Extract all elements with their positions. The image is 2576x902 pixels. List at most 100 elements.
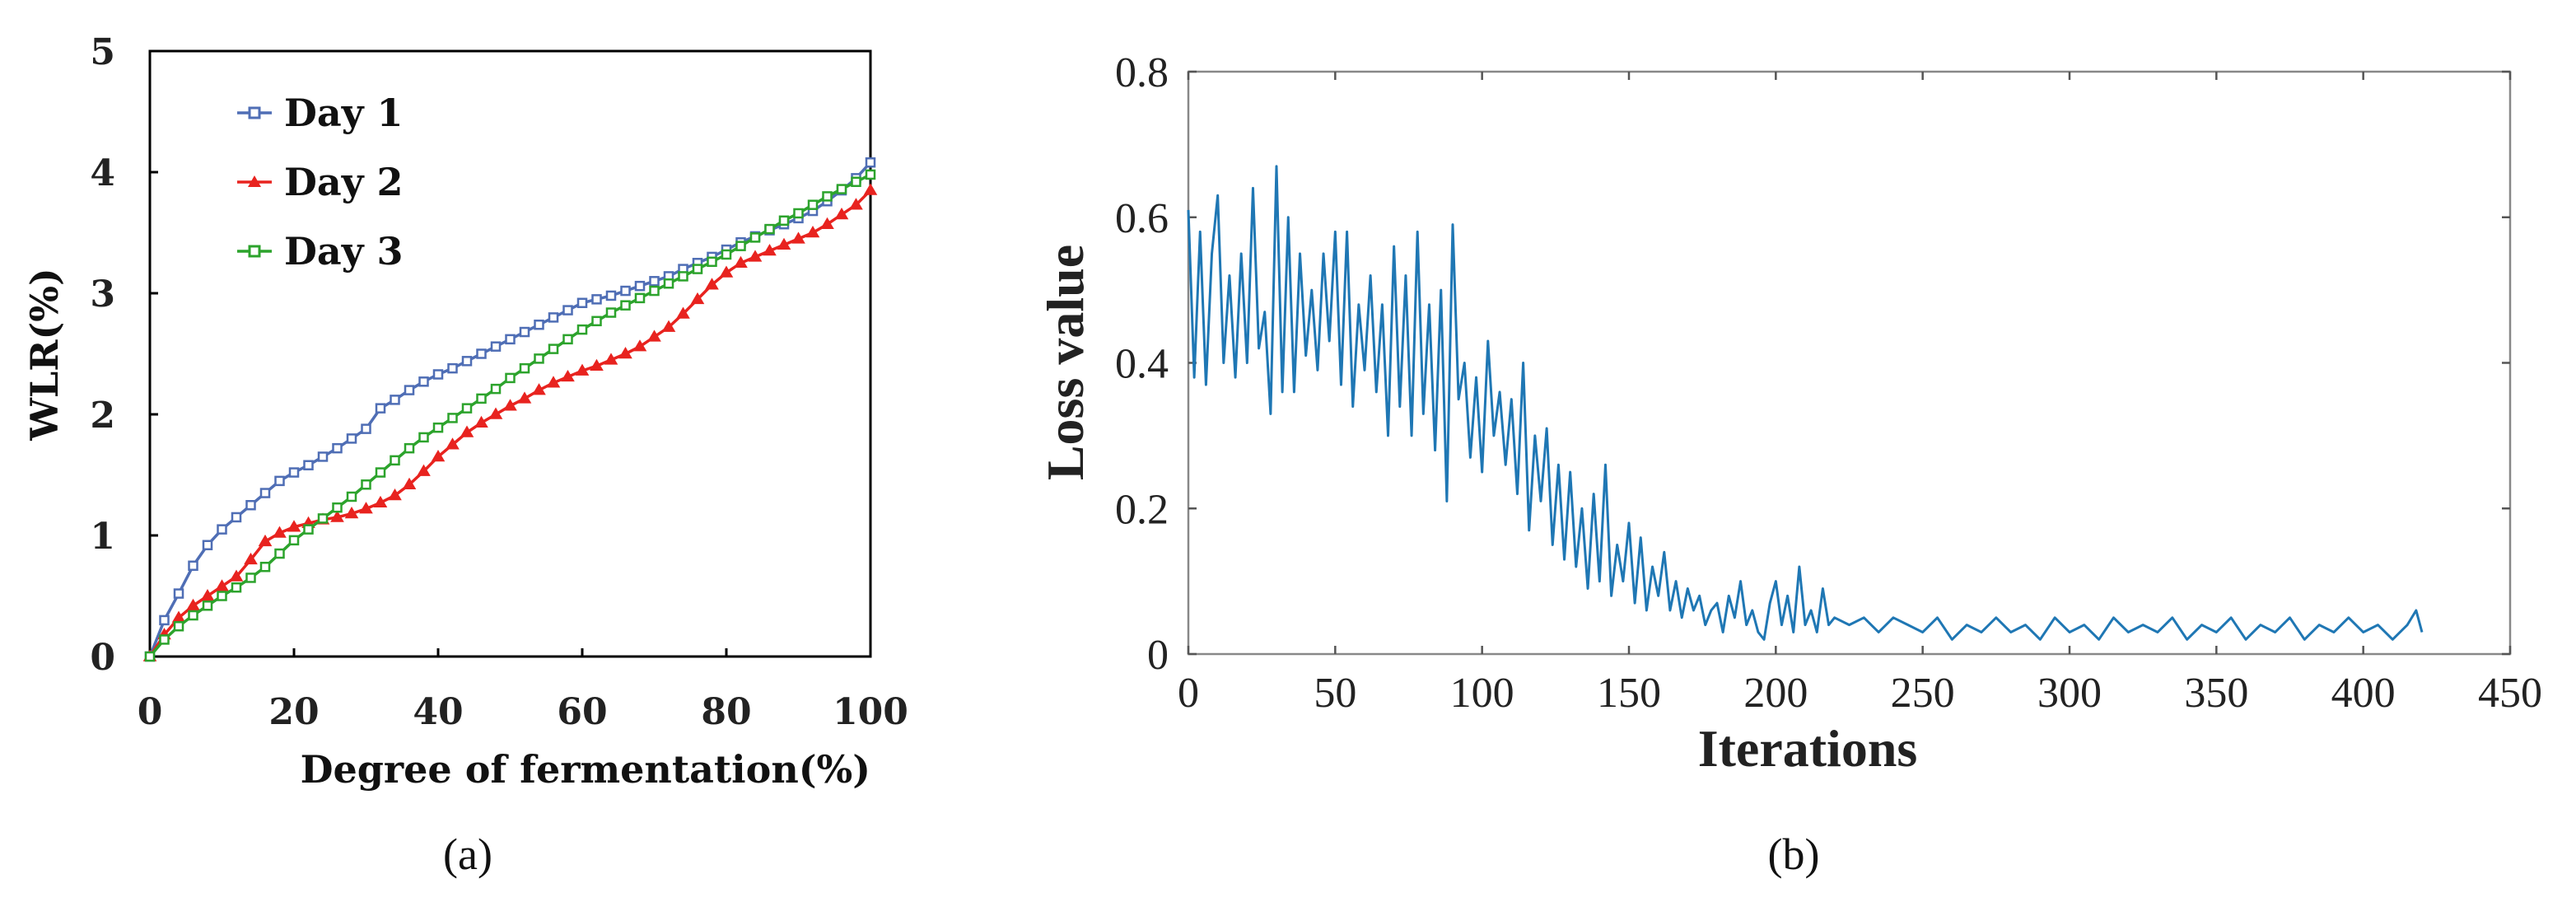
panel-a-data-point xyxy=(404,442,415,454)
panel-a-data-point xyxy=(446,437,460,450)
panel-a-data-point xyxy=(390,455,400,466)
panel-a-data-point xyxy=(330,510,344,522)
panel-a-data-point xyxy=(144,651,156,662)
panel-a-data-point xyxy=(418,432,429,443)
panel-a-data-point xyxy=(707,256,717,268)
panel-a-data-point xyxy=(793,208,804,219)
panel-a-data-point xyxy=(561,369,575,382)
panel-a-data-point xyxy=(274,475,285,487)
panel-a-data-point xyxy=(231,512,242,523)
panel-a-data-point xyxy=(778,215,790,227)
panel-a-data-point xyxy=(258,534,273,547)
panel-a-data-point xyxy=(791,231,805,244)
panel-a-plot-frame xyxy=(148,49,872,658)
panel-a-data-point xyxy=(202,601,213,611)
panel-a-data-point xyxy=(576,297,588,309)
panel-a-data-point xyxy=(632,339,647,352)
panel-a-data-point xyxy=(159,634,170,645)
panel-a-data-point xyxy=(517,391,532,404)
panel-a-data-point xyxy=(447,362,458,374)
panel-a-ytick-label: 0 xyxy=(90,637,115,679)
panel-a-data-point xyxy=(259,488,271,498)
panel-a-data-point xyxy=(661,320,676,332)
panel-a-data-point xyxy=(748,250,763,262)
panel-a-data-point xyxy=(461,356,473,367)
panel-a-data-point xyxy=(373,495,388,508)
legend-label: Day 1 xyxy=(284,91,403,135)
panel-a-data-point xyxy=(620,300,631,311)
panel-a-data-point xyxy=(217,591,227,601)
panel-b-xtick-label: 350 xyxy=(2184,670,2248,717)
panel-a-data-point xyxy=(273,526,287,538)
panel-a-data-point xyxy=(590,358,604,371)
panel-a-data-point xyxy=(649,276,660,287)
panel-b-ytick-label: 0 xyxy=(1147,632,1169,679)
panel-a-chart: 0 20 40 60 80 100 0 1 2 3 4 5 Degree of fermentatio… xyxy=(22,31,908,879)
panel-a-data-point xyxy=(461,403,473,414)
panel-a-data-point xyxy=(402,477,417,490)
panel-a-data-point xyxy=(618,347,632,359)
panel-a-xtick-label: 0 xyxy=(138,691,163,733)
panel-a-data-point xyxy=(807,199,819,210)
panel-a-ytick-label: 5 xyxy=(90,31,115,73)
panel-a-data-point xyxy=(476,393,487,404)
panel-a-data-point xyxy=(447,413,458,423)
panel-a-data-point xyxy=(375,403,386,414)
legend-label: Day 2 xyxy=(284,160,403,204)
panel-b-xtick-label: 300 xyxy=(2037,670,2102,717)
panel-b-xtick-label: 50 xyxy=(1314,670,1356,717)
panel-a-data-point xyxy=(287,520,301,532)
panel-a-data-point xyxy=(548,312,559,323)
panel-a-data-point xyxy=(634,292,646,304)
panel-a-data-point xyxy=(361,479,371,490)
panel-a-data-point xyxy=(519,362,530,374)
panel-a-ytick-label: 1 xyxy=(90,516,115,558)
panel-a-data-point xyxy=(505,372,516,384)
panel-a-data-point xyxy=(186,598,200,611)
panel-a-data-point xyxy=(188,560,198,571)
panel-a-data-point xyxy=(749,232,761,243)
panel-a-data-point xyxy=(404,385,415,395)
panel-a-ytick-label: 3 xyxy=(90,273,115,315)
panel-a-data-point xyxy=(418,376,429,387)
panel-a-data-point xyxy=(647,329,661,342)
panel-a-label: (a) xyxy=(443,830,492,879)
panel-a-xtick-label: 80 xyxy=(701,691,751,733)
panel-b-xtick-label: 250 xyxy=(1891,670,1955,717)
panel-a-data-point xyxy=(244,552,258,565)
panel-b-label: (b) xyxy=(1768,830,1820,879)
legend-label: Day 3 xyxy=(284,229,403,273)
panel-a-data-point xyxy=(215,579,229,591)
panel-a-data-point xyxy=(245,573,256,583)
panel-a-data-point xyxy=(303,524,314,535)
panel-a-data-point xyxy=(346,433,357,444)
panel-a-data-point xyxy=(417,464,431,476)
panel-a-data-point xyxy=(532,383,546,395)
panel-a-data-point xyxy=(431,449,446,462)
panel-a-data-point xyxy=(432,422,444,433)
panel-a-data-point xyxy=(332,442,343,454)
panel-a-data-point xyxy=(620,285,631,297)
panel-a-data-point xyxy=(591,294,602,305)
panel-a-data-point xyxy=(605,307,617,318)
panel-b-xtick-label: 150 xyxy=(1597,670,1661,717)
panel-b-ytick-label: 0.6 xyxy=(1115,195,1169,242)
panel-a-xtick-label: 40 xyxy=(413,691,463,733)
panel-a-data-point xyxy=(534,319,544,330)
panel-a-data-point xyxy=(849,198,863,210)
panel-b-ylabel: Loss value xyxy=(1036,245,1094,480)
panel-a-data-point xyxy=(490,383,502,395)
panel-a-series-line xyxy=(148,189,872,657)
panel-a-data-point xyxy=(834,207,849,220)
panel-a-data-point xyxy=(490,341,502,352)
panel-a-data-point xyxy=(317,513,329,524)
panel-a-xtick-label: 20 xyxy=(268,691,319,733)
panel-a-ytick-label: 4 xyxy=(90,152,115,194)
panel-a-data-point xyxy=(217,524,227,535)
panel-a-data-point xyxy=(764,223,775,235)
panel-a-data-point xyxy=(505,334,516,345)
panel-a-data-point xyxy=(476,348,487,359)
panel-a-data-point xyxy=(604,353,618,365)
panel-a-data-point xyxy=(591,315,602,327)
panel-a-data-point xyxy=(735,241,746,251)
